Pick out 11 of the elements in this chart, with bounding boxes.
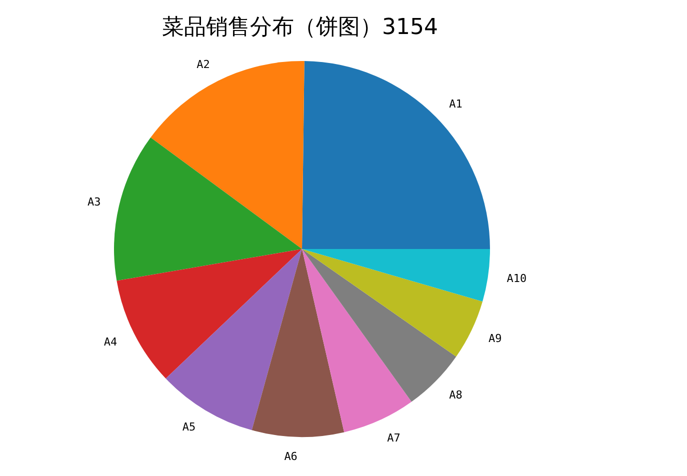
slice-label: A2 <box>196 58 210 71</box>
slice-label: A10 <box>506 272 527 286</box>
slice-label: A6 <box>284 450 298 463</box>
slice-label: A3 <box>88 195 101 208</box>
slice-label: A5 <box>182 420 196 434</box>
chart-title: 菜品销售分布（饼图）3154 <box>162 15 438 40</box>
slice-label: A7 <box>387 431 400 444</box>
slice-label: A9 <box>488 332 502 346</box>
slice-label: A1 <box>449 98 462 111</box>
slice-label: A8 <box>449 388 462 402</box>
slice-label: A4 <box>104 336 118 349</box>
